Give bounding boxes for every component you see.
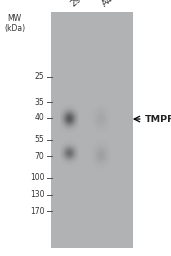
Text: 130: 130 <box>30 190 44 199</box>
Text: TMPRSS11D: TMPRSS11D <box>144 114 171 124</box>
Bar <box>51 12 133 248</box>
Text: 293T: 293T <box>69 0 92 9</box>
Text: MW
(kDa): MW (kDa) <box>4 14 25 34</box>
Text: 25: 25 <box>35 72 44 81</box>
Text: 40: 40 <box>35 113 44 122</box>
Text: 70: 70 <box>35 152 44 161</box>
Text: 100: 100 <box>30 173 44 183</box>
Text: 55: 55 <box>35 135 44 144</box>
Text: 170: 170 <box>30 207 44 216</box>
Text: 35: 35 <box>35 98 44 107</box>
Text: A431: A431 <box>100 0 124 9</box>
